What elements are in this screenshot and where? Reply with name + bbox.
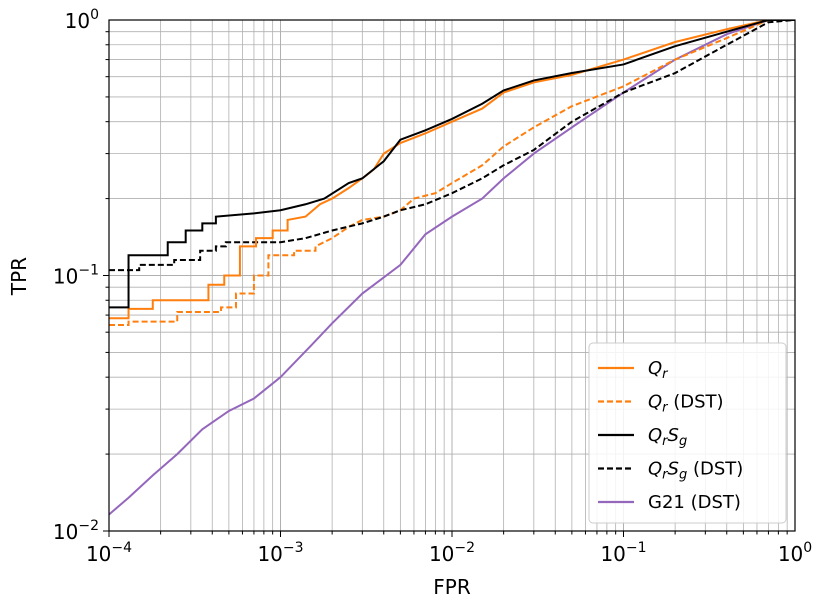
- x-tick-label: 10−3: [257, 540, 303, 566]
- legend-label: Qr: [648, 358, 669, 382]
- legend-box: [588, 342, 787, 524]
- y-tick-label: 10−2: [53, 518, 99, 544]
- series-line: [109, 20, 795, 320]
- legend-label: QrSg (DST): [648, 459, 743, 483]
- x-tick-label: 10−1: [600, 540, 646, 566]
- y-tick-label: 10−1: [53, 263, 99, 289]
- series-line: [109, 20, 795, 327]
- x-tick-label: 100: [778, 540, 812, 566]
- legend-label: QrSg: [648, 425, 687, 449]
- y-tick-label: 100: [65, 7, 99, 33]
- legend-label: Qr (DST): [648, 392, 724, 416]
- y-axis-label: TPR: [7, 257, 31, 296]
- x-tick-label: 10−4: [86, 540, 132, 566]
- x-tick-label: 10−2: [429, 540, 475, 566]
- legend: Qr Qr (DST) QrSg QrSg (DST) G21 (DST): [588, 342, 787, 524]
- series-lines: [109, 20, 795, 516]
- axis-ticks: 10−4 10−3 10−2 10−1 100 10−2 10−1 100: [53, 7, 812, 566]
- x-axis-label: FPR: [433, 575, 471, 599]
- legend-label: G21 (DST): [648, 492, 741, 513]
- series-line: [109, 20, 795, 516]
- series-line: [109, 20, 795, 309]
